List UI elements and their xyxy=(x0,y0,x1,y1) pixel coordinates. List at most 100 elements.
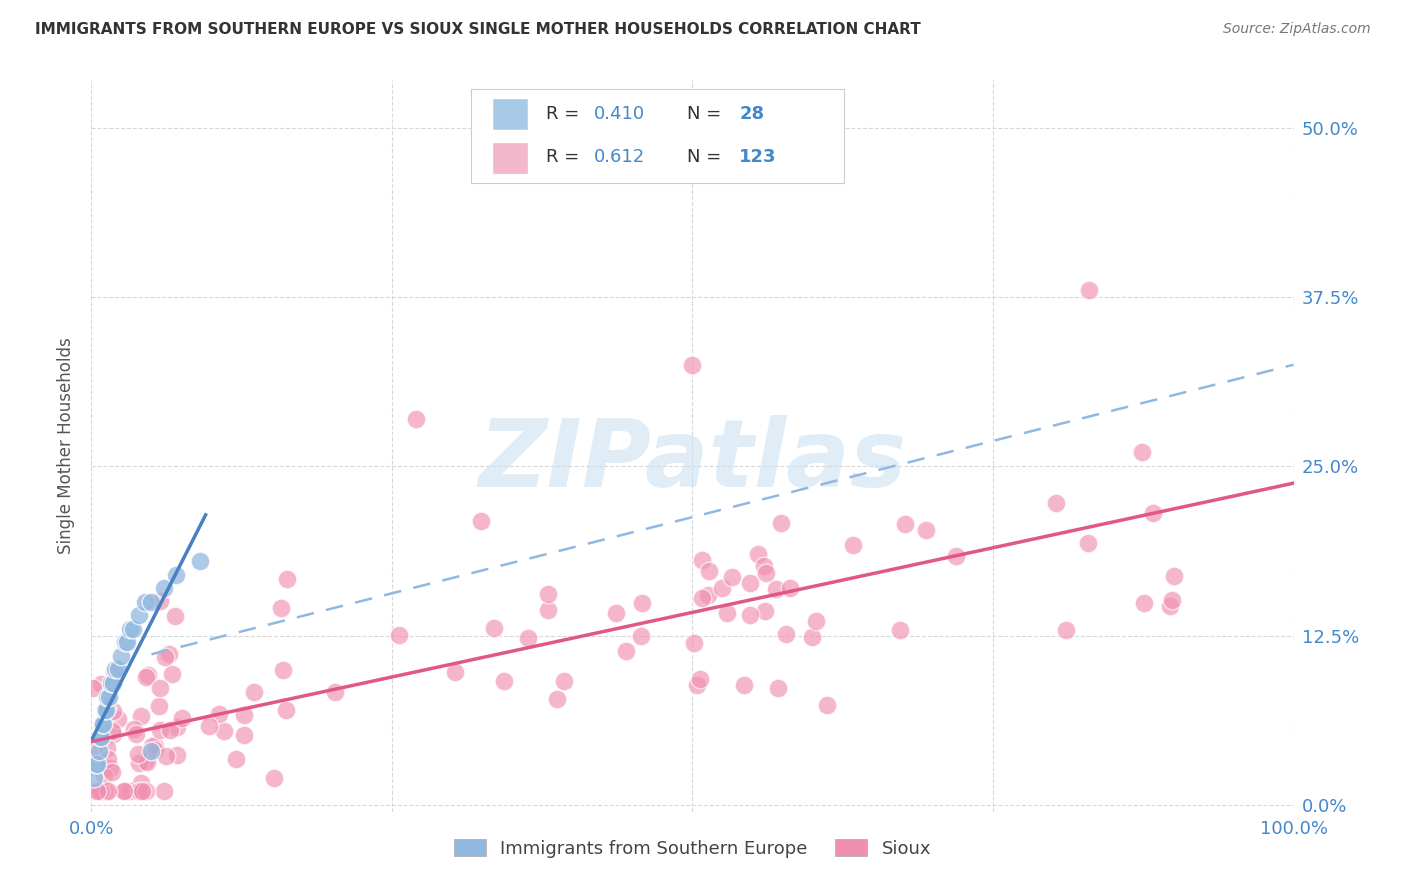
Point xyxy=(96,699,118,714)
Point xyxy=(103,704,125,718)
Point xyxy=(149,594,172,608)
Point xyxy=(128,784,150,798)
Point xyxy=(842,538,865,552)
Point xyxy=(1163,569,1185,583)
Point xyxy=(110,648,132,663)
Point xyxy=(136,755,159,769)
Text: IMMIGRANTS FROM SOUTHERN EUROPE VS SIOUX SINGLE MOTHER HOUSEHOLDS CORRELATION CH: IMMIGRANTS FROM SOUTHERN EUROPE VS SIOUX… xyxy=(35,22,921,37)
Point xyxy=(129,708,152,723)
Point xyxy=(274,703,297,717)
Point xyxy=(815,698,838,712)
Point xyxy=(97,751,120,765)
Point xyxy=(122,722,145,736)
Point xyxy=(738,607,761,622)
Point xyxy=(754,566,776,581)
Point xyxy=(118,784,141,798)
Point xyxy=(96,784,118,798)
Point xyxy=(683,635,706,649)
Point xyxy=(117,635,139,649)
Point xyxy=(93,716,115,731)
Point xyxy=(1159,599,1181,614)
Point xyxy=(207,707,229,722)
Point xyxy=(101,727,124,741)
Point xyxy=(93,769,115,783)
Point xyxy=(889,623,911,637)
Point xyxy=(98,761,121,775)
Point xyxy=(118,622,141,636)
Point xyxy=(86,784,108,798)
Point xyxy=(537,603,560,617)
Point xyxy=(754,604,776,618)
Text: R =: R = xyxy=(546,148,585,166)
Point xyxy=(153,649,176,664)
Point xyxy=(103,665,125,680)
Point xyxy=(128,608,150,623)
Point xyxy=(143,739,166,754)
Point xyxy=(630,629,652,643)
Point xyxy=(131,784,153,798)
Point xyxy=(444,665,467,679)
Point xyxy=(94,703,117,717)
Point xyxy=(323,685,346,699)
Point xyxy=(100,676,122,690)
Point xyxy=(1056,623,1078,637)
Point xyxy=(166,747,188,762)
Point xyxy=(689,672,711,686)
Point xyxy=(1045,496,1067,510)
Point xyxy=(388,628,411,642)
Legend: Immigrants from Southern Europe, Sioux: Immigrants from Southern Europe, Sioux xyxy=(446,831,939,865)
Point xyxy=(710,581,733,595)
Point xyxy=(141,595,163,609)
Point xyxy=(153,784,176,798)
Point xyxy=(107,712,129,726)
Point xyxy=(122,622,145,636)
Point xyxy=(127,747,149,762)
Point xyxy=(681,358,703,372)
Point xyxy=(149,723,172,737)
Point xyxy=(492,674,515,689)
Point xyxy=(775,627,797,641)
Point xyxy=(90,730,112,744)
Point xyxy=(685,678,707,692)
Point xyxy=(104,663,127,677)
Point xyxy=(770,516,793,530)
Point xyxy=(716,606,738,620)
Point xyxy=(517,631,540,645)
Point xyxy=(696,588,718,602)
Point xyxy=(96,740,118,755)
Y-axis label: Single Mother Households: Single Mother Households xyxy=(58,338,76,554)
Point xyxy=(89,730,111,744)
Point xyxy=(83,771,105,785)
Point xyxy=(801,630,824,644)
Point xyxy=(232,707,254,722)
Point xyxy=(945,549,967,564)
Point xyxy=(82,681,104,695)
Point xyxy=(484,621,506,635)
Text: Source: ZipAtlas.com: Source: ZipAtlas.com xyxy=(1223,22,1371,37)
Point xyxy=(172,711,194,725)
Point xyxy=(243,685,266,699)
Text: 0.410: 0.410 xyxy=(593,105,645,123)
Point xyxy=(136,668,159,682)
Point xyxy=(546,692,568,706)
Point xyxy=(87,744,110,758)
Point xyxy=(263,772,285,786)
Point xyxy=(165,567,187,582)
Point xyxy=(697,564,720,578)
Point xyxy=(107,663,129,677)
Point xyxy=(690,553,713,567)
Point xyxy=(135,670,157,684)
Point xyxy=(91,716,114,731)
Point xyxy=(159,723,181,738)
Text: N =: N = xyxy=(688,148,727,166)
Point xyxy=(84,784,107,798)
Point xyxy=(134,754,156,768)
Point xyxy=(163,608,186,623)
Text: R =: R = xyxy=(546,105,585,123)
Point xyxy=(614,644,637,658)
Point xyxy=(129,784,152,798)
Point xyxy=(148,699,170,714)
Point xyxy=(271,663,294,677)
Point xyxy=(188,554,211,568)
Point xyxy=(96,690,118,704)
